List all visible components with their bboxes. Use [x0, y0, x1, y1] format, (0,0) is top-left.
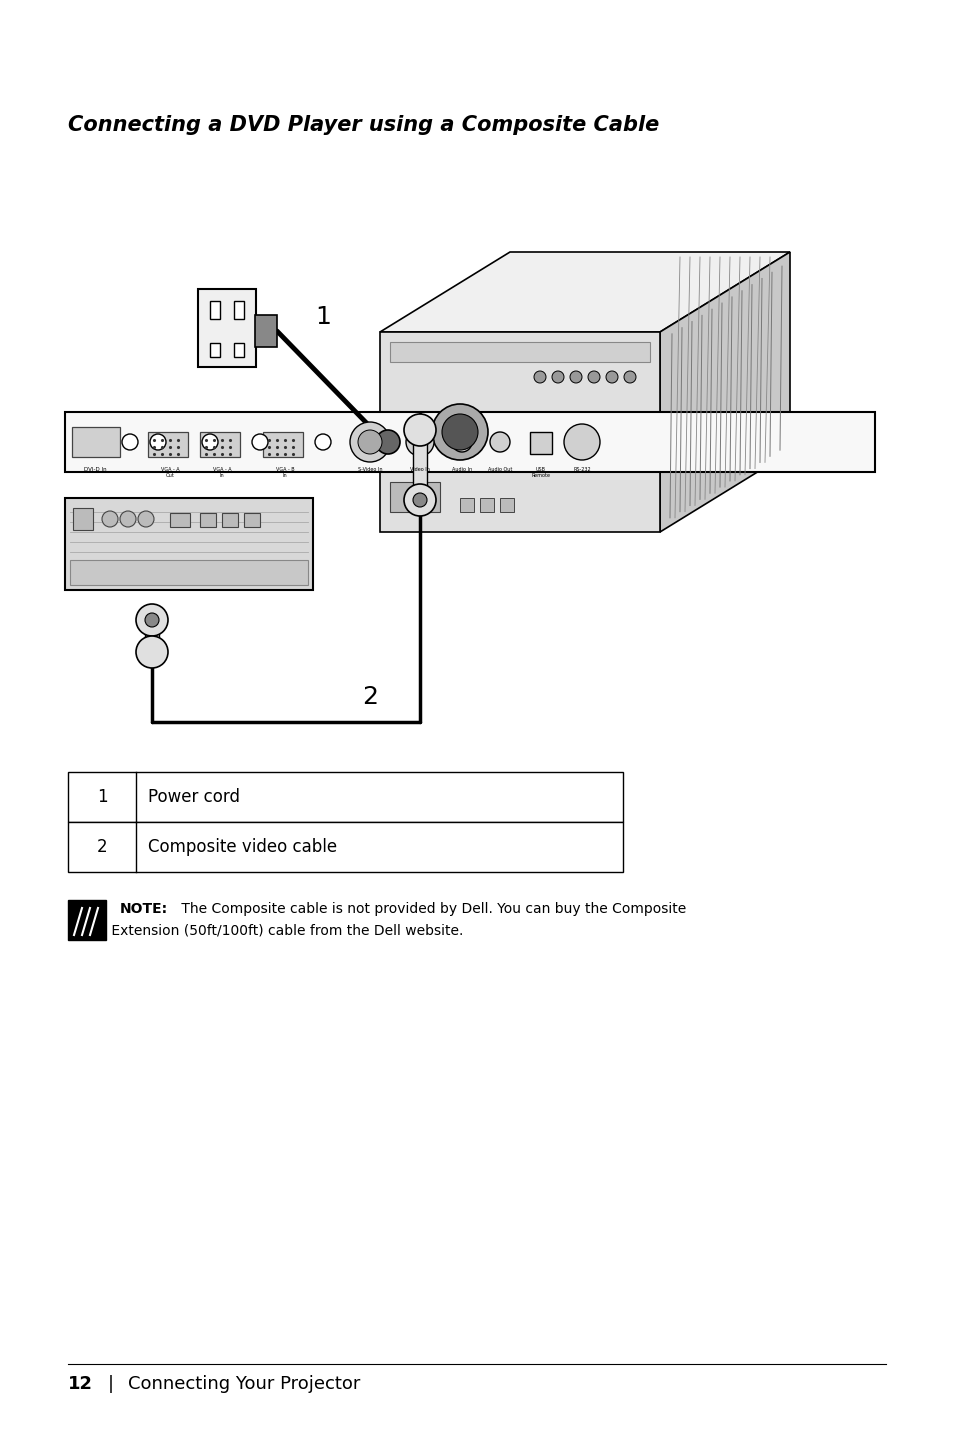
Bar [254, 315, 276, 347]
Circle shape [587, 371, 599, 382]
Bar [390, 483, 439, 513]
Bar [65, 412, 874, 473]
Text: Video In: Video In [410, 467, 430, 473]
Text: The Composite cable is not provided by Dell. You can buy the Composite: The Composite cable is not provided by D… [177, 902, 685, 916]
Bar [68, 899, 106, 939]
Circle shape [202, 434, 218, 450]
Text: DVI-D In: DVI-D In [84, 467, 106, 473]
Text: RS-232: RS-232 [573, 467, 590, 473]
Circle shape [605, 371, 618, 382]
Bar [71, 427, 120, 457]
Text: Connecting a DVD Player using a Composite Cable: Connecting a DVD Player using a Composit… [68, 115, 659, 135]
Circle shape [563, 424, 599, 460]
Bar [233, 344, 244, 357]
Circle shape [120, 511, 136, 527]
Circle shape [136, 604, 168, 636]
Text: S-Video In: S-Video In [357, 467, 382, 473]
Bar [145, 617, 159, 652]
Bar [459, 498, 474, 513]
Text: 12: 12 [68, 1375, 92, 1393]
Bar [198, 289, 255, 367]
Text: Video Extension (50ft/100ft) cable from the Dell website.: Video Extension (50ft/100ft) cable from … [68, 924, 463, 938]
Bar [390, 342, 649, 362]
Bar [233, 301, 244, 319]
Bar [68, 772, 622, 822]
Circle shape [314, 434, 331, 450]
Circle shape [252, 434, 268, 450]
Text: 2: 2 [96, 838, 107, 856]
Bar [499, 498, 514, 513]
Text: NOTE:: NOTE: [120, 902, 168, 916]
Circle shape [138, 511, 153, 527]
Bar [65, 498, 313, 590]
Text: Connecting Your Projector: Connecting Your Projector [128, 1375, 360, 1393]
Circle shape [145, 613, 159, 627]
Text: VGA - B
In: VGA - B In [275, 467, 294, 478]
Circle shape [569, 371, 581, 382]
Circle shape [490, 432, 510, 453]
Text: VGA - A
In: VGA - A In [213, 467, 231, 478]
Circle shape [136, 636, 168, 667]
Circle shape [375, 430, 399, 454]
Bar [70, 560, 308, 586]
Circle shape [432, 404, 488, 460]
Text: VGA - A
Out: VGA - A Out [160, 467, 179, 478]
Bar [73, 508, 92, 530]
Circle shape [122, 434, 138, 450]
Bar [530, 432, 552, 454]
Circle shape [552, 371, 563, 382]
Circle shape [452, 432, 472, 453]
Text: 1: 1 [96, 788, 107, 806]
Bar [413, 430, 427, 500]
Text: 1: 1 [314, 305, 331, 329]
Polygon shape [659, 252, 789, 533]
Bar [479, 498, 494, 513]
Bar [244, 513, 260, 527]
Circle shape [406, 428, 434, 455]
Bar [222, 513, 237, 527]
Bar [148, 432, 188, 457]
Bar [210, 301, 220, 319]
Text: Composite video cable: Composite video cable [148, 838, 336, 856]
Text: Audio In: Audio In [452, 467, 472, 473]
Circle shape [441, 414, 477, 450]
Bar [200, 432, 240, 457]
Bar [210, 344, 220, 357]
Circle shape [102, 511, 118, 527]
Text: Power cord: Power cord [148, 788, 240, 806]
Bar [68, 822, 622, 872]
Circle shape [150, 434, 166, 450]
Circle shape [623, 371, 636, 382]
Polygon shape [379, 252, 789, 332]
Circle shape [350, 422, 390, 463]
Circle shape [403, 484, 436, 516]
Text: USB
Remote: USB Remote [531, 467, 550, 478]
Bar [170, 513, 190, 527]
Circle shape [534, 371, 545, 382]
Bar [379, 332, 659, 533]
Bar [200, 513, 215, 527]
Circle shape [413, 493, 427, 507]
Circle shape [357, 430, 381, 454]
Text: 2: 2 [361, 684, 377, 709]
Text: Audio Out: Audio Out [487, 467, 512, 473]
Text: |: | [108, 1375, 113, 1393]
Bar [263, 432, 303, 457]
Circle shape [403, 414, 436, 445]
